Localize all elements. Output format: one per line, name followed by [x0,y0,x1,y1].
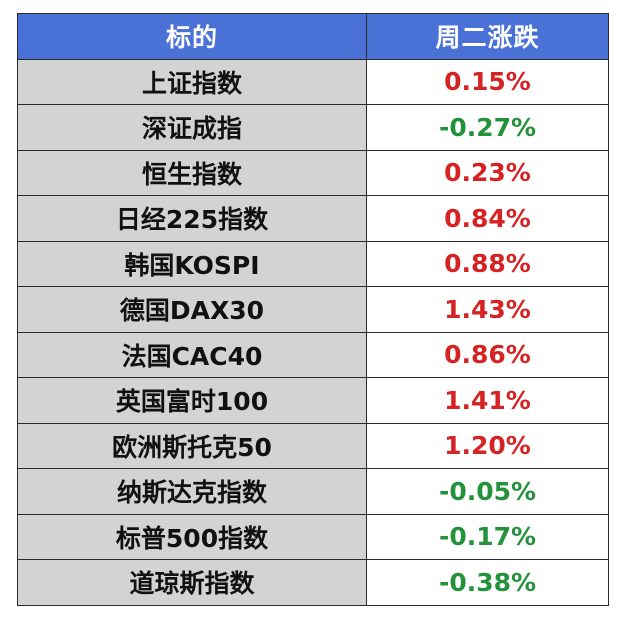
index-name: 深证成指 [17,104,367,151]
table-row: 法国CAC40 0.86% [17,331,609,378]
table-row: 深证成指 -0.27% [17,104,609,151]
index-change: 1.20% [366,422,609,469]
index-change: -0.38% [366,559,609,606]
table-row: 德国DAX30 1.43% [17,286,609,333]
table-row: 日经225指数 0.84% [17,195,609,242]
table-row: 韩国KOSPI 0.88% [17,240,609,287]
index-name: 欧洲斯托克50 [17,422,367,469]
index-change: 0.84% [366,195,609,242]
index-change: 1.43% [366,286,609,333]
index-name: 英国富时100 [17,377,367,424]
index-name: 上证指数 [17,58,367,105]
table-row: 标普500指数 -0.17% [17,513,609,560]
index-name: 标普500指数 [17,513,367,560]
index-change: 0.88% [366,240,609,287]
table-row: 纳斯达克指数 -0.05% [17,468,609,515]
index-name: 恒生指数 [17,149,367,196]
index-name: 纳斯达克指数 [17,468,367,515]
table-row: 英国富时100 1.41% [17,377,609,424]
index-name: 韩国KOSPI [17,240,367,287]
index-change: -0.05% [366,468,609,515]
table-row: 道琼斯指数 -0.38% [17,559,609,606]
header-change: 周二涨跌 [366,13,609,60]
table-row: 恒生指数 0.23% [17,149,609,196]
index-change: 0.15% [366,58,609,105]
market-change-table: 标的 周二涨跌 上证指数 0.15% 深证成指 -0.27% 恒生指数 0.23% 日经22… [17,13,609,606]
index-change: -0.27% [366,104,609,151]
table-row: 上证指数 0.15% [17,58,609,105]
index-change: 0.86% [366,331,609,378]
index-change: -0.17% [366,513,609,560]
index-change: 0.23% [366,149,609,196]
index-name: 道琼斯指数 [17,559,367,606]
index-change: 1.41% [366,377,609,424]
index-name: 日经225指数 [17,195,367,242]
index-name: 法国CAC40 [17,331,367,378]
table-header-row: 标的 周二涨跌 [17,13,609,60]
table-body: 上证指数 0.15% 深证成指 -0.27% 恒生指数 0.23% 日经225指数 0.84%… [17,58,609,606]
header-name: 标的 [17,13,367,60]
index-name: 德国DAX30 [17,286,367,333]
table-row: 欧洲斯托克50 1.20% [17,422,609,469]
